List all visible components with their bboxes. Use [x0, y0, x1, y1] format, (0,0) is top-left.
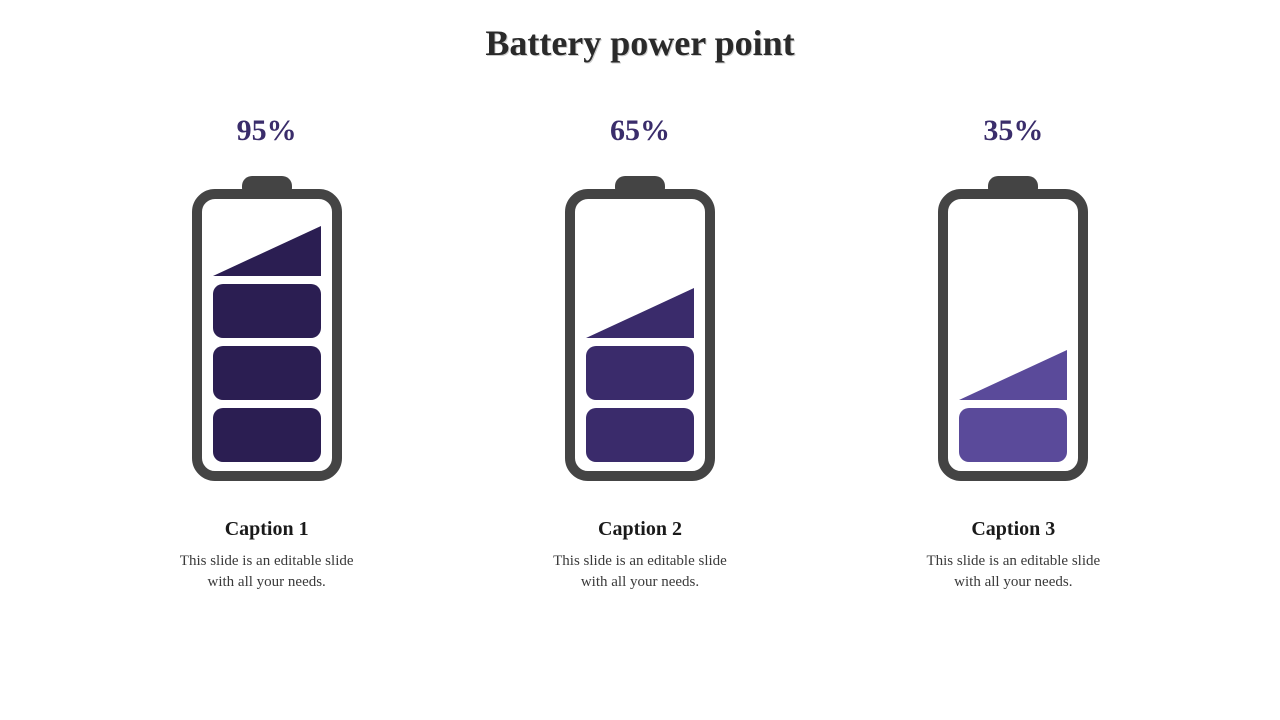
- battery-column-1: 95% Caption 1 This slide is an editable …: [117, 114, 417, 593]
- battery-3-percent: 35%: [983, 114, 1043, 148]
- battery-2-icon: [560, 176, 720, 486]
- batteries-row: 95% Caption 1 This slide is an editable …: [0, 64, 1280, 593]
- battery-1-icon: [187, 176, 347, 486]
- battery-1-caption-desc: This slide is an editable slide with all…: [167, 551, 367, 593]
- battery-1-caption-title: Caption 1: [225, 518, 309, 541]
- battery-2-percent: 65%: [610, 114, 670, 148]
- battery-3-caption-desc: This slide is an editable slide with all…: [913, 551, 1113, 593]
- battery-1-percent: 95%: [237, 114, 297, 148]
- battery-3-icon: [933, 176, 1093, 486]
- battery-column-3: 35% Caption 3 This slide is an editable …: [863, 114, 1163, 593]
- battery-column-2: 65% Caption 2 This slide is an editable …: [490, 114, 790, 593]
- battery-3-caption-title: Caption 3: [971, 518, 1055, 541]
- battery-2-caption-title: Caption 2: [598, 518, 682, 541]
- page-title: Battery power point: [0, 0, 1280, 64]
- battery-2-caption-desc: This slide is an editable slide with all…: [540, 551, 740, 593]
